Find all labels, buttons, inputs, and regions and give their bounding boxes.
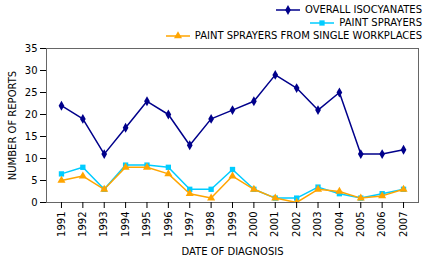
html-text:PAINT SPRAYERS: PAINT SPRAYERS [339,17,422,28]
svg-text:2000: 2000 [248,212,259,237]
html-text:OVERALL ISOCYANATES: OVERALL ISOCYANATES [305,4,422,15]
svg-text:2007: 2007 [398,212,409,237]
svg-text:2002: 2002 [291,212,302,237]
svg-text:1997: 1997 [184,212,195,237]
svg-text:2004: 2004 [334,212,345,237]
svg-text:2005: 2005 [355,212,366,237]
svg-text:1995: 1995 [141,212,152,237]
svg-text:1992: 1992 [77,212,88,237]
svg-text:5: 5 [31,175,37,186]
svg-text:35: 35 [25,43,38,54]
svg-text:2001: 2001 [269,212,280,237]
svg-text:15: 15 [25,131,38,142]
svg-text:0: 0 [31,197,37,208]
svg-text:20: 20 [25,109,38,120]
svg-text:2006: 2006 [376,212,387,237]
html-text:PAINT SPRAYERS FROM SINGLE WOR: PAINT SPRAYERS FROM SINGLE WORKPLACES [194,30,422,41]
svg-text:1993: 1993 [98,212,109,237]
svg-text:30: 30 [25,65,38,76]
svg-text:NUMBER OF REPORTS: NUMBER OF REPORTS [7,71,18,180]
svg-text:1998: 1998 [205,212,216,237]
svg-text:2003: 2003 [312,212,323,237]
svg-text:1996: 1996 [163,212,174,237]
svg-text:25: 25 [25,87,38,98]
svg-text:1994: 1994 [120,212,131,237]
svg-text:1991: 1991 [56,212,67,237]
svg-text:DATE OF DIAGNOSIS: DATE OF DIAGNOSIS [181,246,283,257]
svg-text:10: 10 [25,153,38,164]
svg-text:1999: 1999 [227,212,238,237]
